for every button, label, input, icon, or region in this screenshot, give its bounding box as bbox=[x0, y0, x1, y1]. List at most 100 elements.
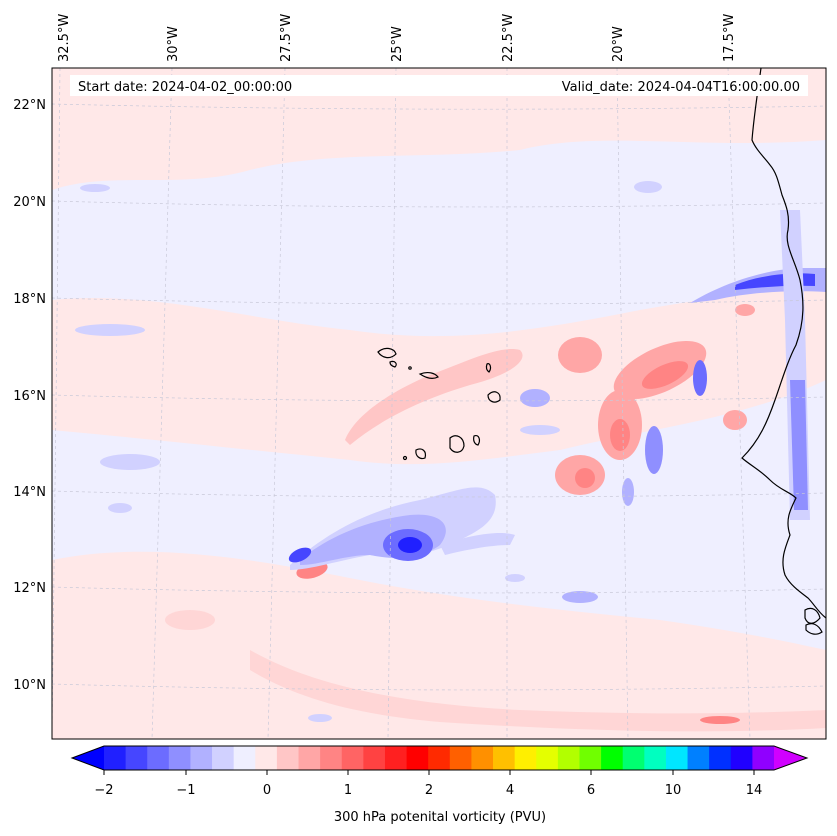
pv-positive-region bbox=[558, 337, 602, 373]
lat-label: 20°N bbox=[13, 195, 46, 210]
colorbar-swatch bbox=[233, 746, 256, 770]
valid-date: Valid_date: 2024-04-04T16:00:00.00 bbox=[562, 80, 800, 95]
colorbar-swatch bbox=[493, 746, 516, 770]
colorbar-tick: 2 bbox=[425, 783, 433, 798]
colorbar-swatch bbox=[730, 746, 753, 770]
colorbar-label: 300 hPa potenital vorticity (PVU) bbox=[334, 810, 546, 825]
pv-negative-region bbox=[308, 714, 332, 722]
colorbar-swatch bbox=[147, 746, 170, 770]
colorbar bbox=[70, 745, 809, 771]
pv-positive-region bbox=[52, 551, 826, 739]
lat-label: 18°N bbox=[13, 292, 46, 307]
colorbar-tick: −1 bbox=[176, 783, 195, 798]
colorbar-swatch bbox=[212, 746, 235, 770]
colorbar-swatch bbox=[644, 746, 667, 770]
graticule bbox=[52, 68, 826, 739]
colorbar-swatch bbox=[709, 746, 732, 770]
pv-positive-region bbox=[700, 716, 740, 724]
lon-label: 22.5°W bbox=[501, 14, 516, 62]
colorbar-tick: 1 bbox=[344, 783, 352, 798]
colorbar-swatch bbox=[168, 746, 191, 770]
pv-negative-region bbox=[440, 533, 515, 555]
pv-positive-region bbox=[723, 410, 747, 430]
colorbar-tick-marks bbox=[103, 770, 755, 775]
map-frame bbox=[51, 67, 827, 740]
colorbar-swatch bbox=[557, 746, 580, 770]
lat-label: 12°N bbox=[13, 581, 46, 596]
pv-negative-region bbox=[398, 537, 422, 553]
lat-labels: 22°N 20°N 18°N 16°N 14°N 12°N 10°N bbox=[13, 98, 46, 693]
pv-positive-region bbox=[345, 349, 523, 445]
colorbar-swatch bbox=[601, 746, 624, 770]
pv-negative-region bbox=[520, 389, 550, 407]
colorbar-swatch bbox=[449, 746, 472, 770]
colorbar-tick: 4 bbox=[506, 783, 514, 798]
lon-label: 17.5°W bbox=[722, 14, 737, 62]
pv-positive-region bbox=[575, 468, 595, 488]
lat-label: 10°N bbox=[13, 678, 46, 693]
pv-negative-region bbox=[100, 454, 160, 470]
pv-negative-region bbox=[645, 426, 663, 474]
colorbar-tick: 10 bbox=[665, 783, 682, 798]
pv-positive-region bbox=[641, 361, 689, 389]
colorbar-swatch bbox=[471, 746, 494, 770]
map-panel bbox=[52, 68, 826, 739]
pv-negative-region bbox=[693, 360, 707, 396]
colorbar-swatch bbox=[536, 746, 559, 770]
colorbar-swatch bbox=[384, 746, 407, 770]
colorbar-swatch bbox=[276, 746, 299, 770]
lon-label: 30°W bbox=[166, 26, 181, 62]
colorbar-swatch bbox=[428, 746, 451, 770]
pv-positive-region bbox=[610, 419, 630, 451]
colorbar-extend-min bbox=[72, 746, 104, 770]
pv-negative-region bbox=[80, 184, 110, 192]
lon-label: 25°W bbox=[390, 26, 405, 62]
colorbar-swatch bbox=[125, 746, 148, 770]
colorbar-tick: −2 bbox=[94, 783, 113, 798]
pv-negative-region bbox=[790, 380, 808, 510]
colorbar-swatch bbox=[363, 746, 386, 770]
pv-positive-region bbox=[165, 610, 215, 630]
pv-negative-region bbox=[562, 591, 598, 603]
pv-negative-region bbox=[288, 547, 312, 563]
start-date: Start date: 2024-04-02_00:00:00 bbox=[78, 80, 292, 95]
pv-negative-region bbox=[622, 478, 634, 506]
lon-label: 27.5°W bbox=[279, 14, 294, 62]
colorbar-swatch bbox=[406, 746, 429, 770]
colorbar-extend-max bbox=[774, 746, 807, 770]
pv-negative-region bbox=[108, 503, 132, 513]
lon-label: 20°W bbox=[611, 26, 626, 62]
pv-negative-region bbox=[75, 324, 145, 336]
colorbar-tick: 0 bbox=[263, 783, 271, 798]
colorbar-swatch bbox=[687, 746, 710, 770]
pv-positive-region bbox=[735, 304, 755, 316]
pv-positive-region bbox=[52, 68, 826, 190]
lon-labels: 32.5°W 30°W 27.5°W 25°W 22.5°W 20°W 17.5… bbox=[57, 14, 737, 62]
colorbar-swatch bbox=[341, 746, 364, 770]
lat-label: 16°N bbox=[13, 389, 46, 404]
colorbar-swatch bbox=[579, 746, 602, 770]
colorbar-swatch bbox=[104, 746, 127, 770]
colorbar-swatch bbox=[298, 746, 321, 770]
colorbar-ticks: −2 −1 0 1 2 4 6 10 14 bbox=[94, 783, 762, 798]
colorbar-swatch bbox=[665, 746, 688, 770]
colorbar-swatch bbox=[190, 746, 213, 770]
pv-positive-region bbox=[250, 650, 826, 732]
colorbar-tick: 6 bbox=[587, 783, 595, 798]
pv-negative-region bbox=[520, 425, 560, 435]
cape-verde-islands bbox=[377, 347, 501, 461]
colorbar-swatch bbox=[255, 746, 278, 770]
lat-label: 22°N bbox=[13, 98, 46, 113]
lon-label: 32.5°W bbox=[57, 14, 72, 62]
coastlines bbox=[741, 68, 826, 635]
lat-label: 14°N bbox=[13, 485, 46, 500]
pv-negative-region bbox=[634, 181, 662, 193]
colorbar-swatch bbox=[320, 746, 343, 770]
info-banner bbox=[70, 75, 808, 96]
colorbar-swatch bbox=[514, 746, 537, 770]
pv-negative-region bbox=[505, 574, 525, 582]
colorbar-swatch bbox=[752, 746, 775, 770]
colorbar-swatch bbox=[622, 746, 645, 770]
colorbar-tick: 14 bbox=[746, 783, 763, 798]
